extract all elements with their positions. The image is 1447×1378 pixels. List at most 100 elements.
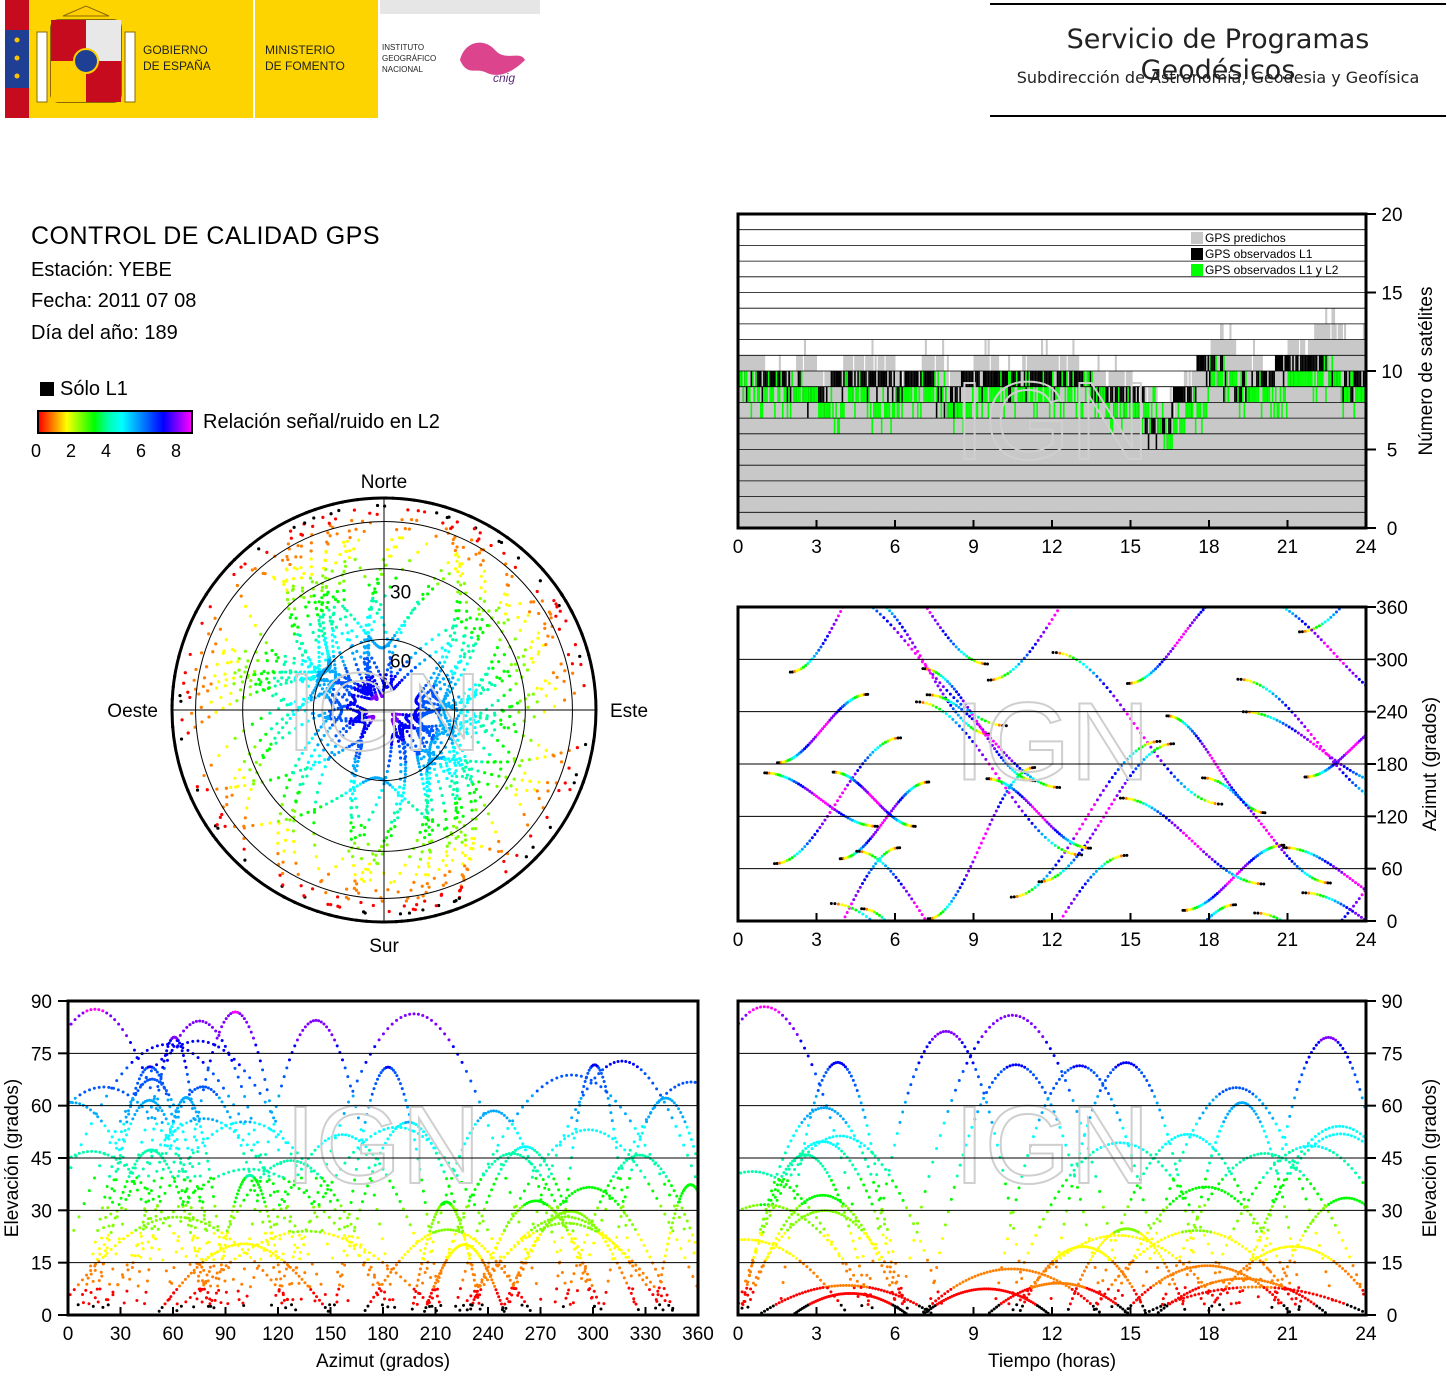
skyplot-point — [391, 677, 395, 681]
observed-l1-l2-bar — [1303, 371, 1306, 387]
skyplot-point — [429, 701, 433, 705]
skyplot-point — [402, 746, 406, 750]
skyplot-point — [474, 808, 478, 812]
skyplot-point — [362, 651, 366, 655]
skyplot-point — [339, 655, 344, 659]
skyplot-point — [439, 568, 443, 573]
observed-l1-l2-bar — [1209, 355, 1212, 371]
azimuth-point — [1204, 852, 1208, 856]
predicted-bar — [807, 355, 810, 528]
observed-l1-l2-bar — [912, 402, 915, 419]
skyplot-point — [543, 755, 547, 759]
azimuth-point — [1342, 904, 1346, 908]
skyplot-point — [362, 529, 366, 534]
skyplot-point — [369, 693, 373, 697]
observed-l1-l2-bar — [1259, 371, 1262, 387]
skyplot-point — [354, 662, 358, 667]
skyplot-point — [329, 512, 333, 516]
observed-l1-l2-bar — [1312, 386, 1315, 403]
azimuth-point — [1329, 615, 1333, 619]
azimuth-point — [1342, 753, 1346, 757]
skyplot-point — [390, 785, 395, 789]
skyplot-point — [482, 803, 487, 807]
predicted-bar — [1061, 355, 1064, 528]
skyplot-point — [455, 816, 459, 820]
skyplot-point — [504, 602, 509, 607]
observed-l1-bar — [825, 386, 828, 403]
skyplot-point — [367, 623, 371, 627]
observed-l1-l2-bar — [1122, 402, 1125, 419]
observed-l1-l2-bar — [1100, 386, 1103, 403]
observed-l1-l2-bar — [802, 386, 805, 403]
azimuth-point — [1298, 630, 1302, 634]
observed-l1-l2-bar — [1072, 371, 1075, 387]
observed-l1-l2-bar — [1083, 371, 1086, 387]
azimuth-point — [1356, 913, 1360, 917]
observed-l1-l2-bar — [1298, 371, 1301, 387]
skyplot-point — [336, 904, 340, 908]
skyplot-point — [296, 544, 300, 548]
skyplot-point — [387, 759, 392, 763]
azimuth-point — [1216, 908, 1220, 912]
skyplot-point — [432, 876, 436, 880]
observed-l1-l2-bar — [836, 418, 839, 434]
skyplot-point — [460, 698, 464, 702]
observed-l1-l2-bar — [1265, 386, 1268, 403]
skyplot-point — [445, 719, 450, 723]
skyplot-point — [422, 686, 426, 691]
skyplot-point — [541, 643, 545, 647]
skyplot-point — [290, 624, 294, 628]
skyplot-point — [371, 591, 375, 596]
skyplot-point — [300, 703, 305, 707]
azimuth-point — [1287, 846, 1291, 850]
observed-l1-l2-bar — [862, 386, 865, 403]
skyplot-point — [355, 784, 359, 788]
azimuth-point — [933, 618, 937, 622]
skyplot-point — [320, 596, 324, 600]
skyplot-point — [438, 661, 442, 665]
skyplot-point — [335, 698, 339, 702]
skyplot-point — [430, 587, 435, 591]
skyplot-point — [288, 562, 292, 567]
skyplot-point — [447, 650, 451, 654]
predicted-bar — [747, 355, 750, 528]
observed-l1-l2-bar — [846, 371, 849, 387]
azimuth-point — [966, 723, 970, 727]
skyplot-point — [220, 812, 224, 817]
azimuth-point — [1036, 883, 1040, 887]
predicted-bar — [844, 355, 847, 528]
azimuth-point — [806, 788, 810, 792]
azimuth-point — [1262, 882, 1266, 886]
observed-l1-bar — [1307, 355, 1310, 371]
azimuth-point — [885, 851, 889, 855]
observed-l1-l2-bar — [874, 402, 877, 419]
observed-l1-l2-bar — [981, 402, 984, 419]
skyplot-point — [309, 695, 314, 699]
skyplot-point — [370, 656, 374, 660]
skyplot-point — [392, 811, 396, 815]
azimuth-point — [876, 746, 880, 750]
skyplot-point — [348, 678, 352, 683]
azimuth-point — [1084, 817, 1088, 821]
azimuth-point — [1159, 812, 1163, 816]
skyplot-point — [376, 581, 381, 586]
skyplot-point — [366, 842, 370, 846]
skyplot-point — [284, 817, 288, 822]
observed-l1-bar — [912, 371, 915, 387]
skyplot-point — [389, 657, 393, 661]
observed-l1-l2-bar — [865, 386, 868, 403]
predicted-bar — [1256, 355, 1259, 528]
observed-l1-bar — [799, 371, 802, 387]
observed-l1-l2-bar — [1000, 371, 1003, 387]
observed-l1-l2-bar — [957, 402, 960, 419]
skyplot-point — [434, 650, 438, 654]
azimuth-point — [1186, 725, 1190, 729]
skyplot-point — [482, 688, 486, 692]
skyplot-point — [451, 638, 455, 642]
skyplot-point — [406, 672, 410, 676]
observed-l1-bar — [1342, 386, 1345, 403]
observed-l1-bar — [898, 386, 901, 403]
skyplot-point — [470, 735, 474, 739]
skyplot-point — [325, 605, 329, 610]
azimuth-point — [1064, 910, 1068, 914]
